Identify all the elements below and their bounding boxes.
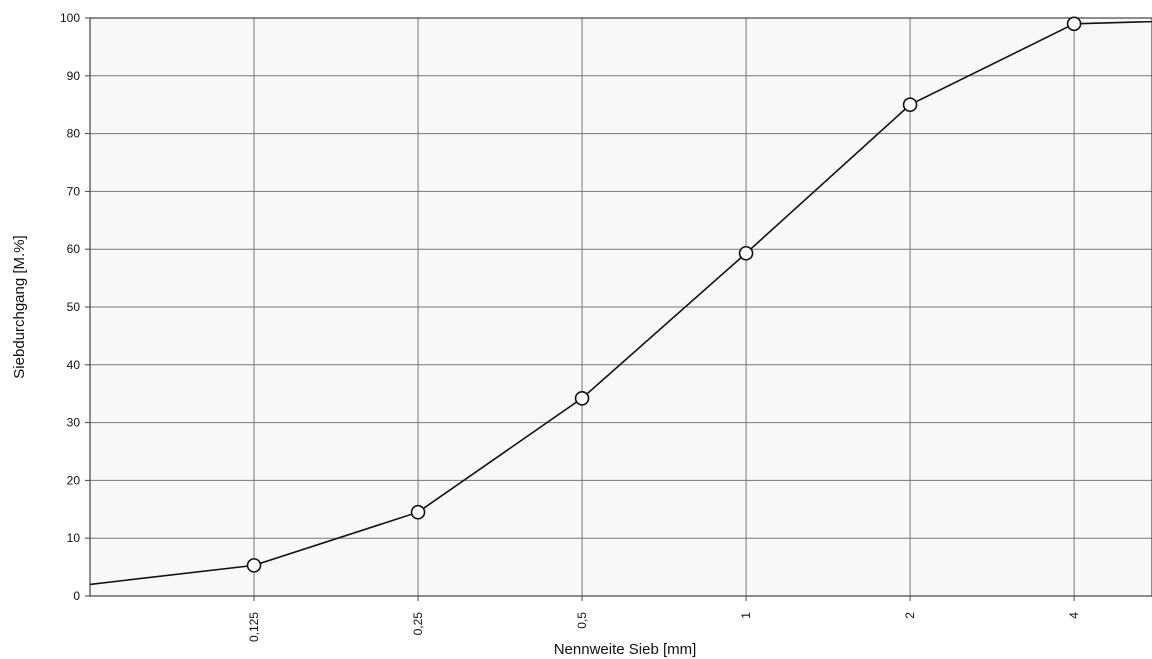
data-point-marker — [1066, 16, 1082, 32]
y-tick-label: 50 — [67, 300, 81, 314]
y-tick-label: 70 — [67, 184, 81, 198]
y-tick-label: 60 — [67, 242, 81, 256]
x-tick-label: 0,25 — [411, 612, 425, 636]
x-axis-title: Nennweite Sieb [mm] — [554, 641, 697, 658]
x-tick-label: 2 — [903, 612, 917, 619]
x-tick-label: 0,125 — [247, 612, 261, 642]
x-tick-label: 0,5 — [575, 612, 589, 629]
y-tick-label: 40 — [67, 358, 81, 372]
data-point-marker — [410, 504, 426, 520]
x-tick-label: 1 — [739, 612, 753, 619]
y-tick-label: 90 — [67, 69, 81, 83]
data-point-marker — [902, 97, 918, 112]
data-point-marker — [246, 558, 262, 573]
y-tick-label: 0 — [73, 589, 80, 603]
x-tick-label: 4 — [1067, 612, 1081, 619]
data-point-marker — [738, 245, 754, 261]
y-tick-label: 100 — [60, 11, 80, 25]
y-tick-label: 30 — [67, 416, 81, 430]
y-tick-label: 10 — [67, 531, 81, 545]
y-tick-label: 20 — [67, 473, 81, 487]
y-axis-ticks: 0 10 20 30 40 50 60 70 80 90 100 — [60, 11, 90, 603]
y-tick-label: 80 — [67, 127, 81, 141]
data-point-marker — [574, 391, 590, 406]
series-passing-percent — [89, 16, 1152, 586]
y-axis-title: Siebdurchgang [M.%] — [11, 235, 28, 378]
